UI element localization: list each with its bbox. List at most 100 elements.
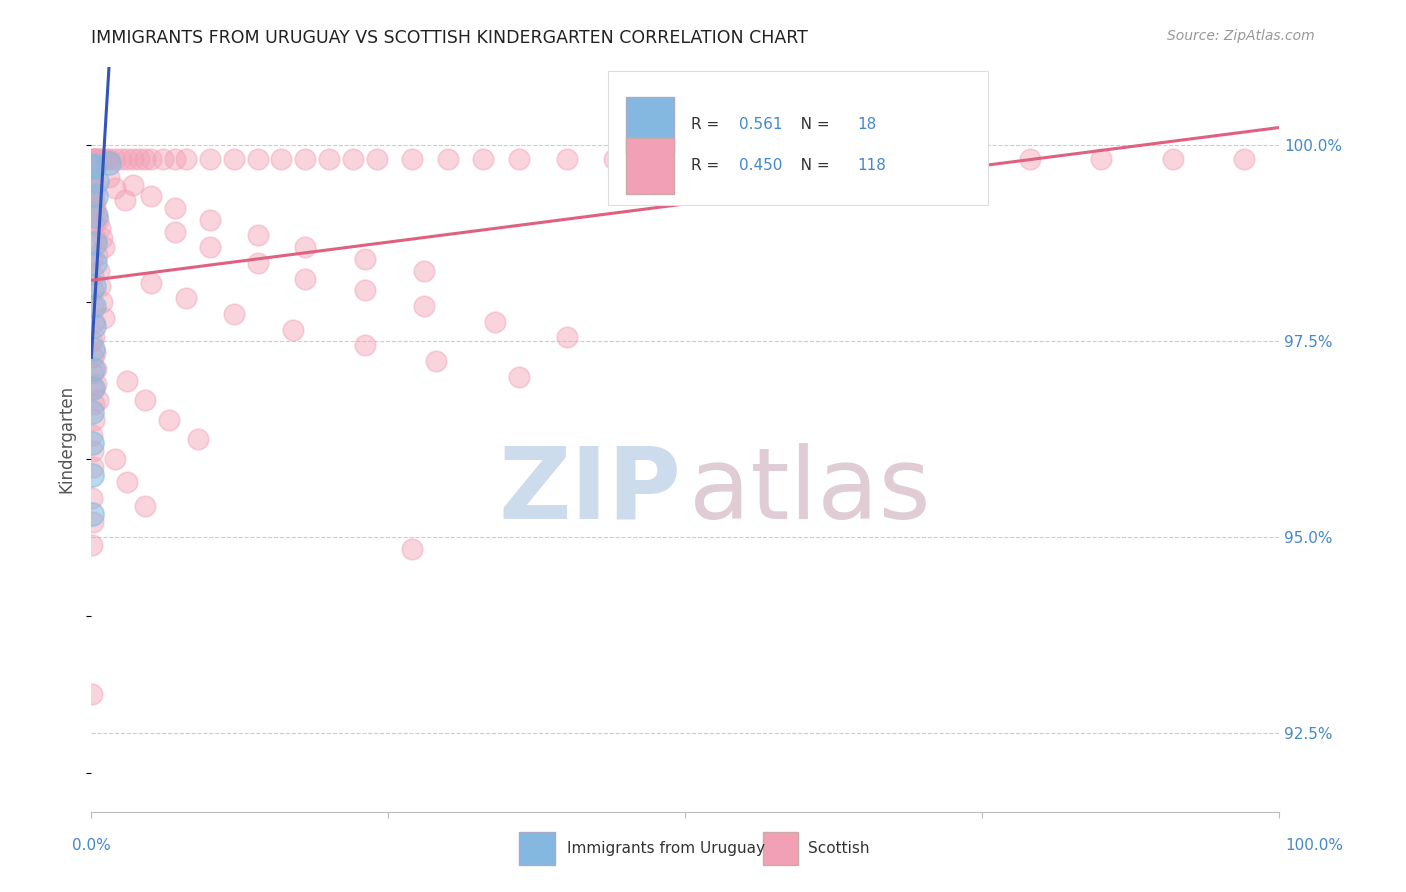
Point — [128, 153, 150, 167]
Point — [89, 153, 111, 167]
Point — [84, 153, 107, 167]
Point — [294, 153, 316, 167]
Point — [86, 393, 108, 408]
Text: Scottish: Scottish — [808, 841, 869, 856]
Point — [82, 173, 104, 187]
Point — [139, 189, 162, 203]
Point — [82, 153, 104, 167]
Point — [508, 369, 530, 384]
Point — [83, 315, 105, 329]
Point — [342, 153, 364, 167]
Point — [84, 189, 107, 203]
Point — [134, 153, 156, 167]
Point — [200, 240, 222, 254]
Text: 0.561: 0.561 — [740, 117, 782, 132]
Point — [200, 153, 222, 167]
Point — [82, 491, 104, 505]
Point — [87, 212, 110, 227]
Point — [436, 153, 458, 167]
Point — [83, 299, 105, 313]
Point — [413, 264, 436, 278]
Point — [425, 354, 447, 368]
Point — [82, 268, 104, 282]
Point — [200, 212, 222, 227]
Point — [163, 225, 186, 239]
Point — [115, 475, 138, 490]
Point — [758, 153, 780, 167]
Point — [82, 334, 104, 349]
FancyBboxPatch shape — [762, 832, 799, 865]
Point — [84, 205, 107, 219]
Text: ZIP: ZIP — [499, 443, 682, 540]
Point — [876, 153, 898, 167]
Point — [89, 220, 111, 235]
Point — [353, 338, 375, 352]
Point — [98, 169, 121, 184]
Point — [353, 252, 375, 266]
Point — [508, 153, 530, 167]
Point — [82, 158, 104, 172]
Point — [697, 153, 720, 167]
Point — [163, 153, 186, 167]
Point — [1019, 153, 1042, 167]
Point — [82, 428, 104, 442]
Point — [82, 459, 104, 474]
Point — [246, 228, 269, 243]
Point — [83, 201, 105, 215]
FancyBboxPatch shape — [519, 832, 555, 865]
Text: R =: R = — [692, 117, 730, 132]
Point — [82, 366, 104, 380]
Point — [82, 299, 104, 313]
Point — [83, 189, 105, 203]
Point — [82, 342, 104, 356]
Point — [84, 361, 107, 376]
Point — [93, 310, 115, 325]
Text: N =: N = — [786, 158, 839, 173]
Point — [817, 153, 839, 167]
Point — [91, 231, 114, 245]
Point — [82, 361, 104, 376]
Point — [83, 256, 105, 270]
Point — [270, 153, 292, 167]
Point — [83, 413, 105, 427]
Point — [82, 166, 104, 180]
Point — [555, 330, 578, 344]
Text: Source: ZipAtlas.com: Source: ZipAtlas.com — [1167, 29, 1315, 43]
Point — [1233, 153, 1256, 167]
Point — [83, 153, 105, 167]
Text: 0.0%: 0.0% — [72, 838, 111, 853]
Text: 18: 18 — [858, 117, 877, 132]
Text: N =: N = — [786, 117, 839, 132]
Point — [82, 381, 104, 395]
Point — [84, 209, 107, 223]
Point — [413, 299, 436, 313]
Point — [176, 291, 198, 305]
Point — [294, 240, 316, 254]
Y-axis label: Kindergarten: Kindergarten — [58, 385, 76, 493]
Point — [80, 507, 103, 521]
Point — [84, 236, 107, 251]
Point — [82, 444, 104, 458]
Point — [83, 330, 105, 344]
Point — [87, 264, 110, 278]
Point — [366, 153, 388, 167]
Point — [82, 186, 104, 200]
Point — [86, 377, 108, 392]
Point — [82, 350, 104, 364]
FancyBboxPatch shape — [609, 70, 988, 204]
Point — [122, 153, 145, 167]
Point — [401, 153, 423, 167]
Point — [80, 687, 103, 701]
Text: Immigrants from Uruguay: Immigrants from Uruguay — [567, 841, 765, 856]
Point — [163, 201, 186, 215]
Point — [484, 315, 506, 329]
Point — [139, 276, 162, 290]
Text: atlas: atlas — [689, 443, 931, 540]
Point — [187, 433, 209, 447]
Point — [152, 153, 174, 167]
Point — [91, 295, 114, 310]
Point — [82, 436, 104, 450]
Point — [139, 153, 162, 167]
Point — [83, 397, 105, 411]
Point — [114, 193, 136, 207]
